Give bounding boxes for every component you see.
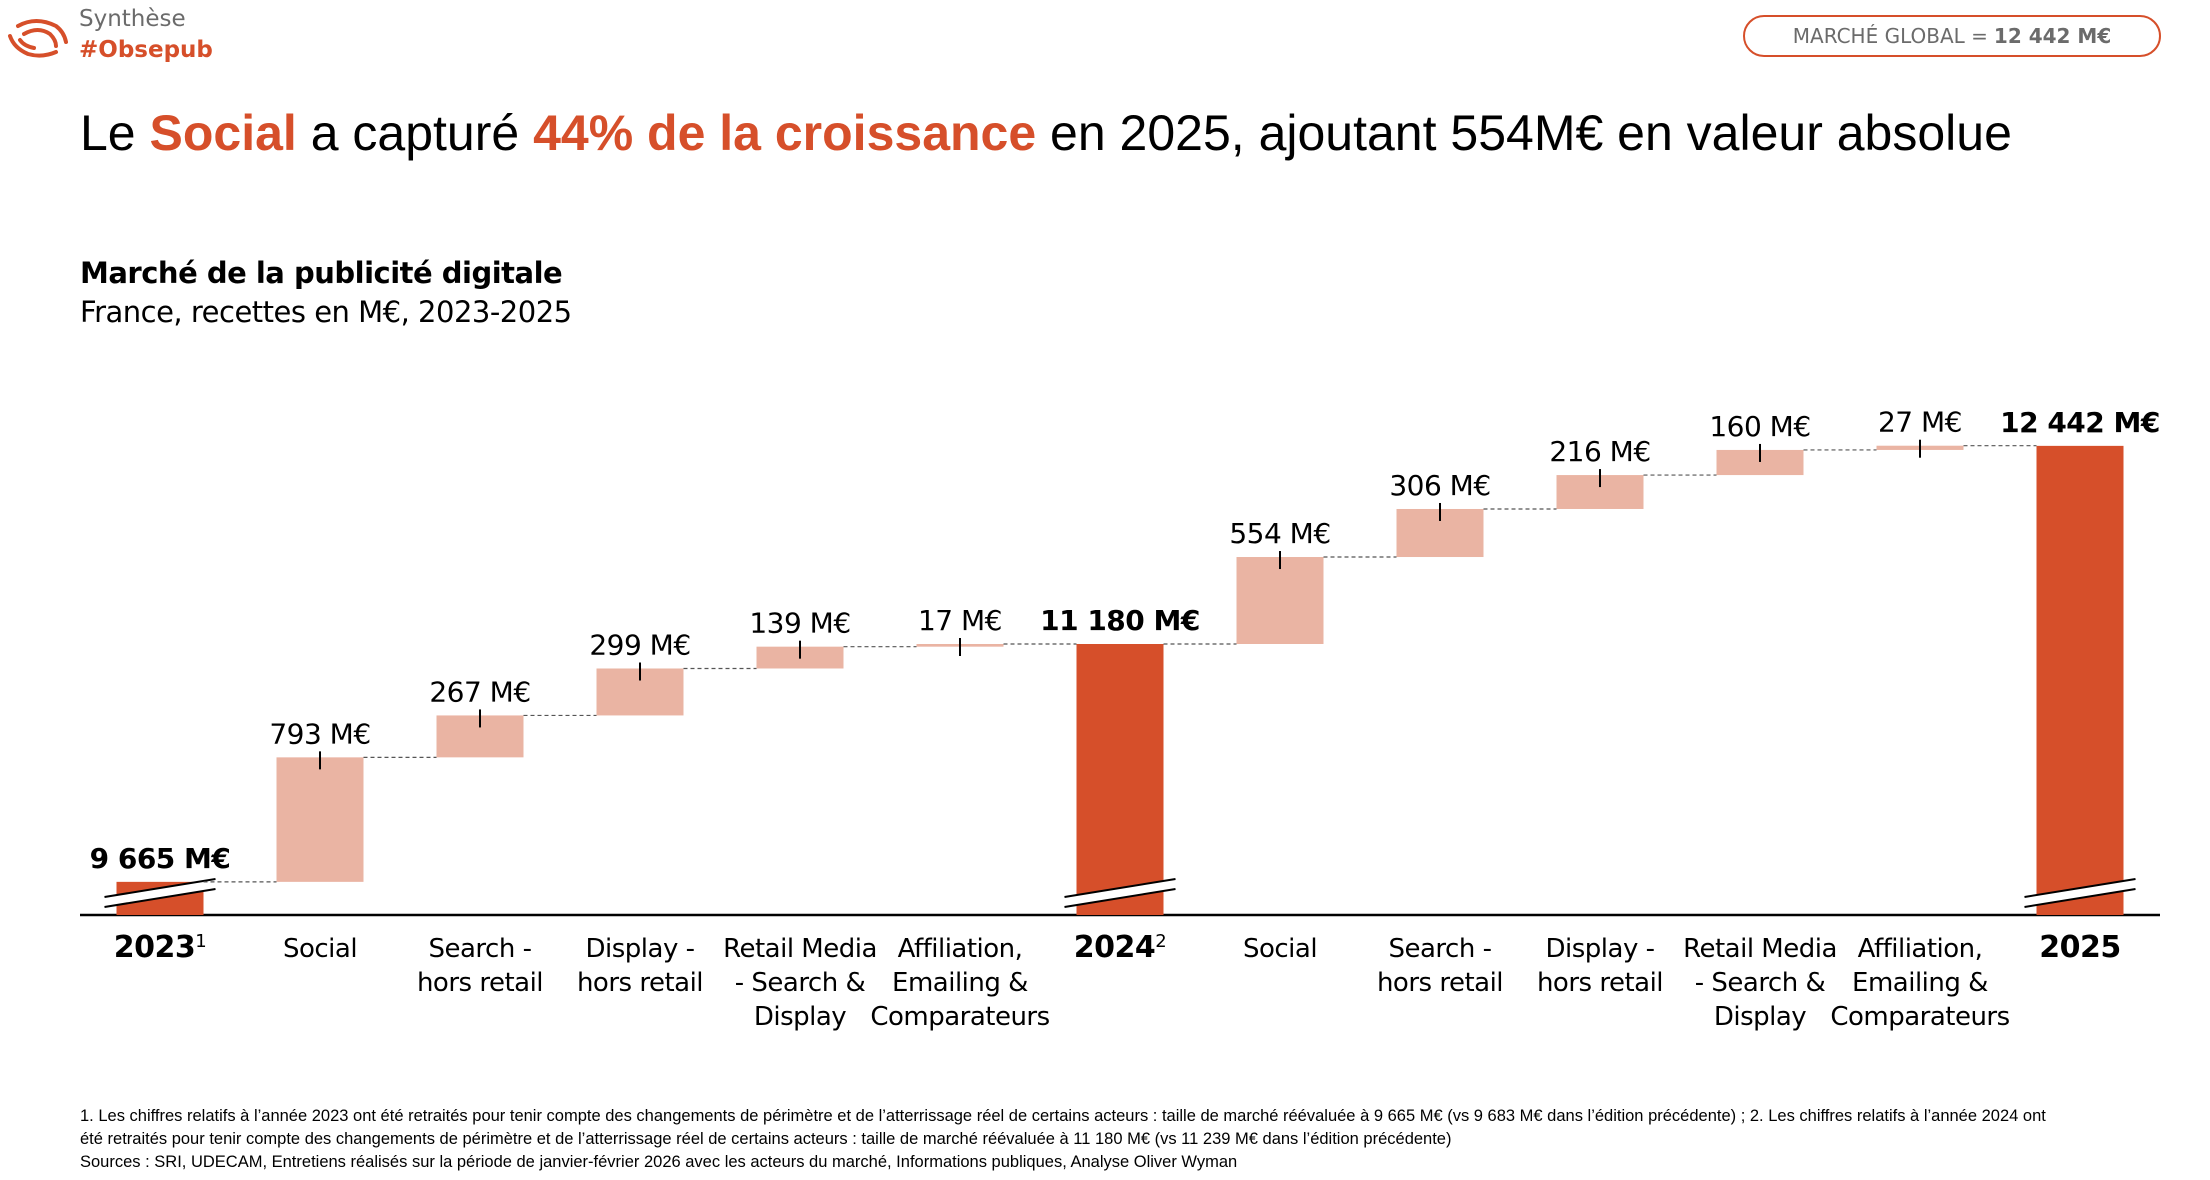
increment-value-label: 299 M€ — [589, 628, 690, 661]
footnote-marker: 1 — [195, 931, 206, 952]
title-part: en 2025, ajoutant 554M€ en valeur absolu… — [1036, 105, 2012, 161]
axis-break-line — [104, 878, 216, 898]
category-label-line: - Search & — [735, 968, 866, 998]
obsepub-logo-icon — [8, 19, 68, 58]
increment-bar — [1236, 557, 1324, 644]
title-part: Le — [80, 105, 150, 161]
increment-value-label: 139 M€ — [749, 607, 850, 640]
sources: Sources : SRI, UDECAM, Entretiens réalis… — [80, 1153, 1238, 1171]
category-label-line: 2024 — [1074, 930, 1156, 965]
increment-bar — [276, 757, 364, 882]
category-label-line: hors retail — [1537, 968, 1663, 998]
increment-value-label: 17 M€ — [918, 604, 1002, 637]
total-value-label: 9 665 M€ — [90, 842, 231, 875]
category-label-line: Display - — [586, 934, 695, 964]
category-label-line: 2023 — [114, 930, 196, 965]
market-badge-label: MARCHÉ GLOBAL = — [1792, 24, 1988, 48]
category-label-line: hors retail — [1377, 968, 1503, 998]
total-value-label: 11 180 M€ — [1040, 604, 1200, 637]
category-label: Display - hors retail — [577, 934, 703, 998]
category-label: Retail Media - Search & Display — [1683, 934, 1837, 1032]
total-bar — [1076, 644, 1164, 915]
category-label: Social — [1243, 934, 1317, 964]
category-label: Social — [283, 934, 357, 964]
axis-break-line — [104, 888, 216, 908]
axis-break-gap — [104, 879, 216, 907]
increment-value-label: 27 M€ — [1878, 406, 1962, 439]
increment-value-label: 160 M€ — [1709, 410, 1810, 443]
category-label-line: Comparateurs — [870, 1002, 1049, 1032]
category-label-line: 2025 — [2039, 930, 2121, 965]
increment-value-label: 306 M€ — [1389, 469, 1490, 502]
chart-title: Marché de la publicité digitale — [80, 256, 563, 290]
category-label-line: Display — [1714, 1002, 1806, 1032]
total-value-label: 12 442 M€ — [2000, 406, 2160, 439]
chart-subtitle: France, recettes en M€, 2023-2025 — [80, 295, 572, 329]
category-label-line: hors retail — [577, 968, 703, 998]
category-label: Affiliation, Emailing & Comparateurs — [870, 934, 1049, 1032]
footnote-1: 1. Les chiffres relatifs à l’année 2023 … — [80, 1107, 2046, 1125]
category-label-line: Social — [283, 934, 357, 964]
axis-break-line — [2024, 888, 2136, 908]
category-label-line: Comparateurs — [1830, 1002, 2009, 1032]
category-label-line: Display - — [1546, 934, 1655, 964]
category-label-line: Emailing & — [1852, 968, 1988, 998]
category-label: Search - hors retail — [417, 934, 543, 998]
category-label-line: Social — [1243, 934, 1317, 964]
market-badge-value: 12 442 M€ — [1993, 24, 2112, 48]
page-title: Le Social a capturé 44% de la croissance… — [80, 104, 2012, 162]
category-label-line: Retail Media — [1683, 934, 1837, 964]
increment-value-label: 267 M€ — [429, 675, 530, 708]
increment-value-label: 554 M€ — [1229, 517, 1330, 550]
category-label-line: - Search & — [1695, 968, 1826, 998]
title-part: a capturé — [296, 105, 534, 161]
title-highlight: Social — [149, 105, 297, 161]
axis-break-line — [1064, 888, 1176, 908]
category-label-line: Search - — [1389, 934, 1492, 964]
category-label: 2025 — [2039, 930, 2121, 965]
category-label: 20231 — [114, 930, 206, 965]
footnote-marker: 2 — [1155, 931, 1166, 952]
category-label-line: Affiliation, — [898, 934, 1023, 964]
category-label-line: Display — [754, 1002, 846, 1032]
category-label: 20242 — [1074, 930, 1166, 965]
category-label-line: hors retail — [417, 968, 543, 998]
category-label: Retail Media - Search & Display — [723, 934, 877, 1032]
category-label-line: Affiliation, — [1858, 934, 1983, 964]
category-label: Affiliation, Emailing & Comparateurs — [1830, 934, 2009, 1032]
increment-value-label: 216 M€ — [1549, 435, 1650, 468]
brand-line-1: Synthèse — [79, 6, 186, 32]
axis-break-gap — [1064, 879, 1176, 907]
total-bar — [2036, 445, 2124, 915]
footnote-2: été retraités pour tenir compte des chan… — [80, 1130, 1452, 1148]
category-label: Display - hors retail — [1537, 934, 1663, 998]
increment-value-label: 793 M€ — [269, 717, 370, 750]
category-label-line: Emailing & — [892, 968, 1028, 998]
category-label-line: Retail Media — [723, 934, 877, 964]
category-label-line: Search - — [429, 934, 532, 964]
category-label: Search - hors retail — [1377, 934, 1503, 998]
axis-break-line — [2024, 878, 2136, 898]
axis-break-gap — [2024, 879, 2136, 907]
brand-hashtag: #Obsepub — [79, 37, 213, 63]
title-highlight: 44% de la croissance — [533, 105, 1037, 161]
axis-break-line — [1064, 878, 1176, 898]
market-total-badge: MARCHÉ GLOBAL = 12 442 M€ — [1743, 15, 2161, 57]
